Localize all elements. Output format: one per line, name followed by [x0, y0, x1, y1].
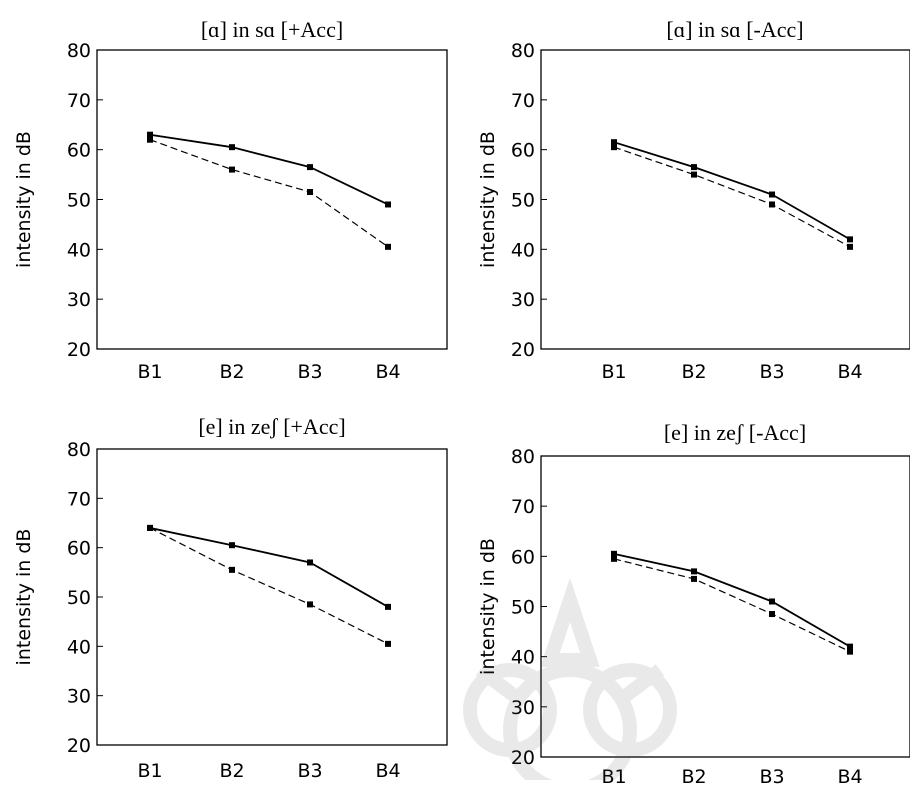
y-tick-label-4: 20 [511, 747, 535, 769]
data-point-dashed-2 [611, 144, 617, 151]
series-line-solid-1 [149, 133, 389, 206]
data-point-dashed-1 [229, 166, 235, 173]
x-tick-label-3: B2 [219, 760, 244, 782]
y-tick-label-4: 70 [511, 496, 535, 518]
series-line-dashed-2 [613, 146, 851, 248]
x-tick-label-1: B2 [219, 361, 244, 383]
data-point-solid-1 [307, 164, 313, 171]
y-tick-label-1: 70 [67, 90, 91, 112]
plot-frame-4 [540, 455, 910, 758]
y-axis-label-4: intensity in dB [477, 538, 499, 675]
y-tick-label-4: 80 [511, 446, 535, 468]
data-point-solid-3 [385, 603, 391, 610]
data-point-dashed-1 [147, 136, 153, 143]
data-point-solid-2 [691, 164, 697, 171]
data-point-dashed-2 [847, 243, 853, 250]
data-point-dashed-3 [307, 601, 313, 608]
y-tick-label-2: 80 [511, 40, 535, 62]
data-point-solid-4 [611, 550, 617, 557]
plot-frame-1 [96, 49, 448, 350]
series-line-solid-4 [613, 552, 851, 648]
data-point-dashed-3 [229, 566, 235, 573]
series-line-solid-2 [613, 141, 851, 241]
data-point-solid-3 [307, 559, 313, 566]
y-tick-label-4: 40 [511, 647, 535, 669]
plot-frame-3 [96, 448, 448, 746]
data-point-solid-4 [847, 643, 853, 650]
series-line-dashed-4 [613, 558, 851, 653]
x-tick-label-2: B1 [601, 361, 626, 383]
panel-title-3: [e] in zeʃ [+Acc] [198, 414, 345, 439]
y-tick-label-3: 20 [67, 735, 91, 757]
y-axis-label-2: intensity in dB [477, 131, 499, 268]
y-tick-label-1: 60 [67, 140, 91, 162]
y-tick-label-2: 50 [511, 190, 535, 212]
data-point-solid-4 [769, 598, 775, 605]
series-line-solid-3 [149, 527, 389, 608]
series-line-dashed-1 [149, 139, 389, 248]
data-point-solid-1 [385, 201, 391, 208]
y-tick-label-3: 70 [67, 488, 91, 510]
x-tick-label-1: B3 [297, 361, 322, 383]
y-tick-label-3: 50 [67, 587, 91, 609]
y-tick-label-2: 60 [511, 140, 535, 162]
x-tick-label-1: B4 [375, 361, 400, 383]
y-tick-label-1: 40 [67, 239, 91, 261]
panel-title-1: [ɑ] in sɑ [+Acc] [201, 17, 343, 42]
data-point-solid-4 [691, 568, 697, 575]
data-point-solid-1 [229, 144, 235, 151]
y-tick-label-3: 40 [67, 636, 91, 658]
data-point-solid-1 [147, 131, 153, 138]
x-tick-label-2: B3 [759, 361, 784, 383]
x-tick-label-4: B1 [601, 766, 626, 787]
x-tick-label-4: B4 [837, 766, 862, 787]
data-point-dashed-3 [385, 640, 391, 647]
y-axis-label-1: intensity in dB [13, 131, 35, 268]
y-tick-label-4: 30 [511, 697, 535, 719]
y-tick-label-2: 70 [511, 90, 535, 112]
x-tick-label-3: B3 [297, 760, 322, 782]
data-point-dashed-2 [691, 171, 697, 178]
data-point-solid-3 [229, 542, 235, 549]
x-tick-label-2: B2 [681, 361, 706, 383]
data-point-solid-2 [847, 236, 853, 243]
data-point-dashed-4 [611, 555, 617, 562]
y-axis-label-3: intensity in dB [13, 529, 35, 666]
x-tick-label-4: B2 [681, 766, 706, 787]
y-tick-label-1: 30 [67, 289, 91, 311]
panel-title-4: [e] in zeʃ [-Acc] [664, 420, 806, 445]
x-tick-label-4: B3 [759, 766, 784, 787]
data-point-dashed-1 [385, 243, 391, 250]
x-tick-label-1: B1 [137, 361, 162, 383]
plot-frame-2 [540, 49, 910, 350]
data-point-dashed-1 [307, 189, 313, 196]
y-tick-label-3: 60 [67, 538, 91, 560]
y-tick-label-2: 40 [511, 239, 535, 261]
y-tick-label-3: 80 [67, 439, 91, 461]
data-point-dashed-2 [769, 201, 775, 208]
y-tick-label-3: 30 [67, 686, 91, 708]
x-tick-label-3: B1 [137, 760, 162, 782]
data-point-solid-2 [611, 139, 617, 146]
panel-title-2: [ɑ] in sɑ [-Acc] [666, 17, 803, 42]
x-tick-label-3: B4 [375, 760, 400, 782]
data-point-solid-2 [769, 191, 775, 198]
y-tick-label-2: 20 [511, 339, 535, 361]
y-tick-label-2: 30 [511, 289, 535, 311]
y-tick-label-4: 50 [511, 597, 535, 619]
x-tick-label-2: B4 [837, 361, 862, 383]
series-line-dashed-3 [149, 527, 389, 645]
data-point-dashed-4 [769, 611, 775, 618]
y-tick-label-4: 60 [511, 546, 535, 568]
y-tick-label-1: 20 [67, 339, 91, 361]
data-point-dashed-4 [847, 648, 853, 655]
data-point-dashed-4 [691, 575, 697, 582]
y-tick-label-1: 50 [67, 190, 91, 212]
y-tick-label-1: 80 [67, 40, 91, 62]
data-point-dashed-3 [147, 524, 153, 531]
